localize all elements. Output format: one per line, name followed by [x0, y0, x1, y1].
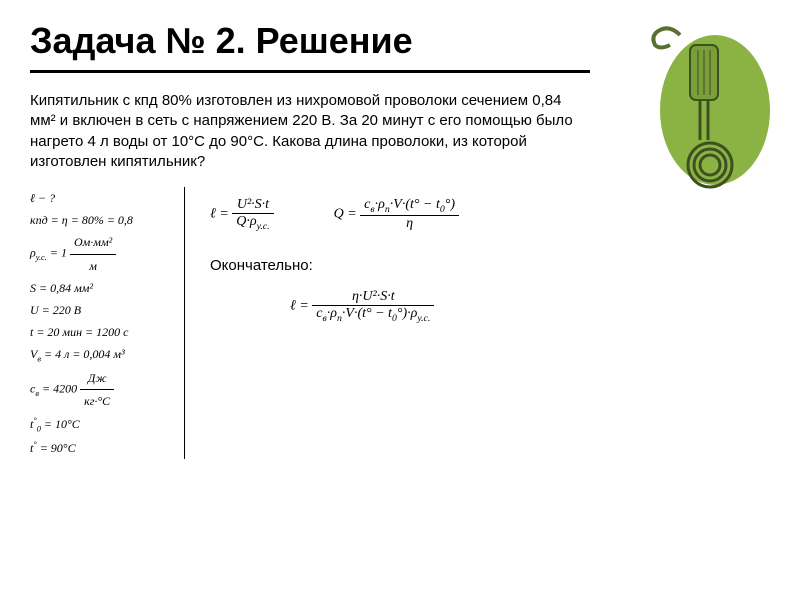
given-line: Vв = 4 л = 0,004 м³ [30, 343, 174, 367]
formula-length: ℓ = U²·S·t Q·ρу.с. [210, 197, 274, 232]
given-line: t° = 90°С [30, 437, 174, 459]
given-line: ρу.с. = 1 Ом·мм²м [30, 231, 174, 276]
given-line: t = 20 мин = 1200 с [30, 321, 174, 343]
formula-row: ℓ = U²·S·t Q·ρу.с. Q = св·ρп·V·(t° − t0°… [210, 197, 770, 232]
heater-illustration [615, 20, 775, 195]
given-line: U = 220 В [30, 299, 174, 321]
given-column: ℓ − ? кпд = η = 80% = 0,8 ρу.с. = 1 Ом·м… [30, 187, 185, 459]
slide-container: Задача № 2. Решение Кипятильник с кпд 80… [0, 0, 800, 600]
problem-statement: Кипятильник с кпд 80% изготовлен из нихр… [30, 91, 590, 172]
given-line: ℓ − ? [30, 187, 174, 209]
given-line: кпд = η = 80% = 0,8 [30, 209, 174, 231]
formulas-column: ℓ = U²·S·t Q·ρу.с. Q = св·ρп·V·(t° − t0°… [195, 187, 770, 459]
slide-title: Задача № 2. Решение [30, 20, 590, 73]
formula-heat: Q = св·ρп·V·(t° − t0°) η [334, 197, 459, 232]
formula-final: ℓ = η·U²·S·t св·ρп·V·(t° − t0°)·ρу.с. [290, 289, 770, 324]
given-line: св = 4200 Джкг·°С [30, 367, 174, 412]
given-line: S = 0,84 мм² [30, 277, 174, 299]
final-label: Окончательно: [210, 257, 770, 274]
solution-area: ℓ − ? кпд = η = 80% = 0,8 ρу.с. = 1 Ом·м… [30, 187, 770, 459]
given-line: t°0 = 10°С [30, 413, 174, 437]
